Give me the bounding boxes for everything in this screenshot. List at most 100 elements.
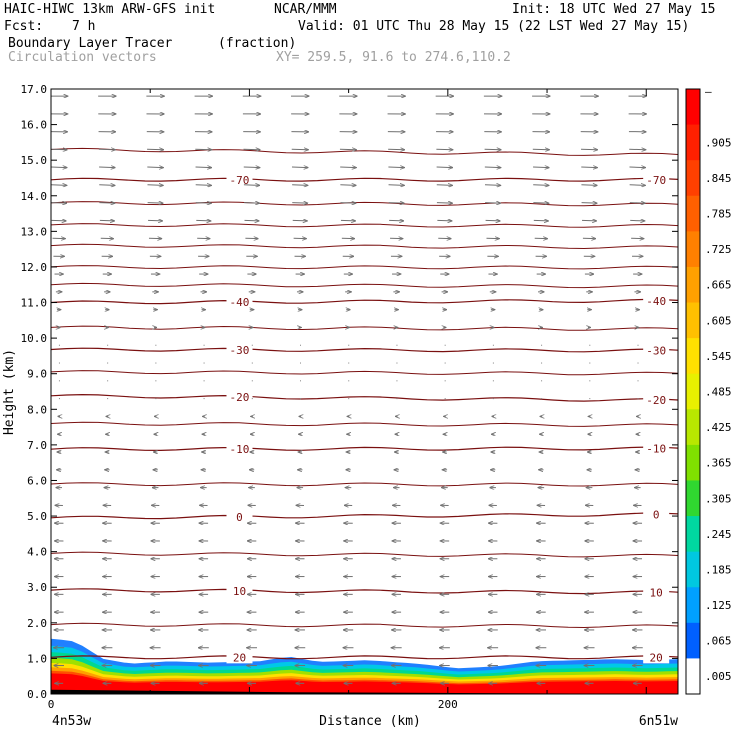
circulation-vectors [51, 96, 647, 683]
x-tick-label: 200 [438, 698, 458, 711]
circulation-vector [196, 220, 211, 221]
y-tick-label: 12.0 [21, 261, 48, 274]
terrain [51, 689, 678, 694]
field1-units: (fraction) [218, 36, 297, 51]
contour-line [51, 265, 678, 270]
contour-line [51, 622, 678, 629]
circulation-vector [147, 167, 163, 168]
colorbar-swatch [686, 409, 700, 446]
circulation-vector [51, 185, 67, 186]
y-tick-label: 9.0 [27, 368, 47, 381]
contour-label-bg [643, 651, 670, 664]
colorbar-label: .425 [705, 421, 732, 434]
circulation-vector [533, 203, 548, 204]
circulation-vector [629, 203, 645, 204]
colorbar-swatch [686, 89, 700, 126]
contour-line [51, 512, 678, 520]
colorbar-label: .665 [705, 279, 732, 292]
circulation-vector [292, 185, 308, 186]
contour-label-bg [643, 508, 670, 521]
contour-label-bg [226, 510, 253, 523]
contour-label: -30 [230, 344, 250, 357]
y-tick-label: 6.0 [27, 474, 47, 487]
circulation-vector [436, 185, 453, 186]
y-tick-label: 1.0 [27, 652, 47, 665]
contour-label-bg [226, 295, 253, 308]
contour-label: 0 [236, 511, 243, 524]
circulation-vector [340, 185, 356, 186]
y-axis: 0.0 1.0 2.0 3.0 4.0 5.0 6.0 7.0 8.0 9.0 10.0 11.0 12… [21, 83, 678, 701]
y-tick-label: 16.0 [21, 119, 48, 132]
circulation-vector [437, 220, 452, 221]
colorbar-swatch [686, 480, 700, 517]
org-label: NCAR/MMM [274, 2, 337, 17]
circulation-vector [147, 203, 163, 204]
y-tick-label: 5.0 [27, 510, 47, 523]
circulation-vector [340, 220, 356, 221]
circulation-vector [436, 167, 453, 168]
contour-line [51, 551, 678, 558]
contour-label: -30 [646, 345, 666, 358]
circulation-vector [51, 220, 67, 221]
circulation-vector [484, 167, 501, 168]
tracer-field [51, 638, 678, 694]
contour-line [51, 588, 678, 595]
circulation-vector [389, 220, 404, 221]
circulation-vector [99, 203, 114, 204]
colorbar-label: .365 [705, 457, 732, 470]
right-endpoint-label: 6n51w [639, 714, 678, 729]
plot-frame [50, 88, 679, 695]
contour-line [51, 421, 678, 427]
init-time: Init: 18 UTC Wed 27 May 15 [512, 2, 716, 17]
contour-line [51, 446, 678, 452]
colorbar-label: .605 [705, 314, 732, 327]
colorbar-swatch [686, 160, 700, 197]
contour-label: -70 [230, 174, 250, 187]
contour-label: 0 [653, 508, 660, 521]
contour-label-bg [226, 442, 253, 455]
circulation-vector [292, 203, 307, 204]
contour-label-bg [226, 173, 253, 186]
contour-label-bg [643, 344, 670, 357]
tracer-band [51, 673, 678, 694]
colorbar-swatch [686, 658, 700, 695]
y-tick-label: 15.0 [21, 154, 48, 167]
contour-label: -20 [646, 394, 666, 407]
contour-line [51, 393, 678, 402]
circulation-vector [243, 185, 260, 186]
contour-label: 10 [650, 586, 663, 599]
contour-label-bg [643, 586, 670, 599]
colorbar-swatch [686, 124, 700, 161]
field1-name: Boundary Layer Tracer [8, 36, 173, 51]
circulation-vector [533, 220, 549, 221]
circulation-vector [291, 167, 308, 168]
circulation-vector [629, 185, 646, 186]
colorbar-label: .725 [705, 243, 732, 256]
colorbar-swatch [686, 338, 700, 375]
circulation-vector [388, 203, 404, 204]
circulation-vector [243, 167, 260, 168]
circulation-vector [629, 167, 645, 168]
circulation-vector [630, 220, 645, 221]
circulation-vector [581, 203, 597, 204]
colorbar-label: .905 [705, 136, 732, 149]
contour-label: 20 [233, 651, 246, 664]
x-axis-label: Distance (km) [319, 714, 421, 729]
colorbar-swatch [686, 231, 700, 268]
contour-line [51, 223, 678, 228]
contour-line [51, 282, 678, 289]
contour-line [51, 347, 678, 353]
colorbar-label: – [705, 85, 712, 98]
contour-label: -10 [230, 443, 250, 456]
colorbar-swatch [686, 444, 700, 481]
colorbar-label: .305 [705, 492, 732, 505]
circulation-vector [99, 167, 115, 168]
circulation-vector [388, 185, 405, 186]
contour-label-bg [643, 394, 670, 407]
contour-label: -10 [646, 442, 666, 455]
circulation-vector [99, 185, 115, 186]
colorbar-label: .185 [705, 563, 732, 576]
circulation-vector [485, 220, 501, 221]
contour-line [51, 147, 678, 156]
